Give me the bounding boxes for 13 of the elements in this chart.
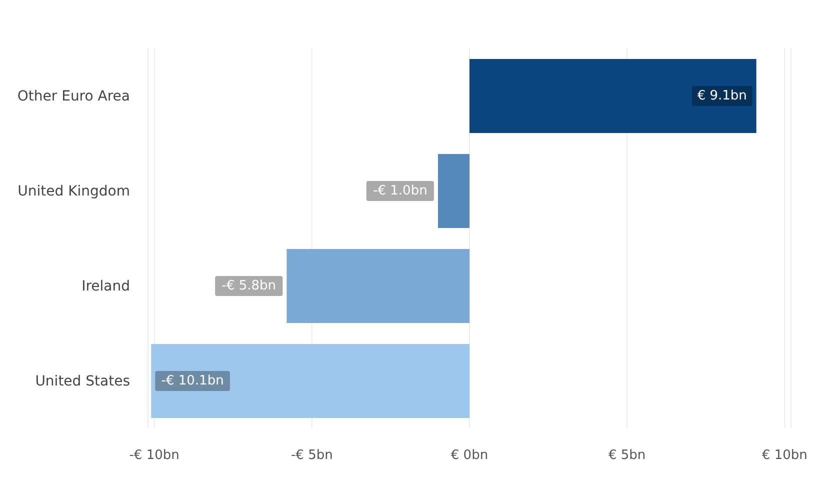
x-tick-label: € 10bn xyxy=(762,448,808,464)
y-tick-label: Other Euro Area xyxy=(17,88,130,104)
x-tick-label: € 5bn xyxy=(608,448,646,464)
data-label: -€ 5.8bn xyxy=(222,278,276,294)
data-label: € 9.1bn xyxy=(697,88,747,104)
x-tick-label: € 0bn xyxy=(450,448,488,464)
x-tick-label: -€ 5bn xyxy=(290,448,333,464)
data-label: -€ 1.0bn xyxy=(373,184,428,198)
data-label: -€ 10.1bn xyxy=(161,374,224,388)
x-tick-label: -€ 10bn xyxy=(129,448,180,464)
y-tick-label: United States xyxy=(35,373,130,390)
y-tick-label: United Kingdom xyxy=(18,183,130,200)
y-tick-label: Ireland xyxy=(82,278,130,294)
